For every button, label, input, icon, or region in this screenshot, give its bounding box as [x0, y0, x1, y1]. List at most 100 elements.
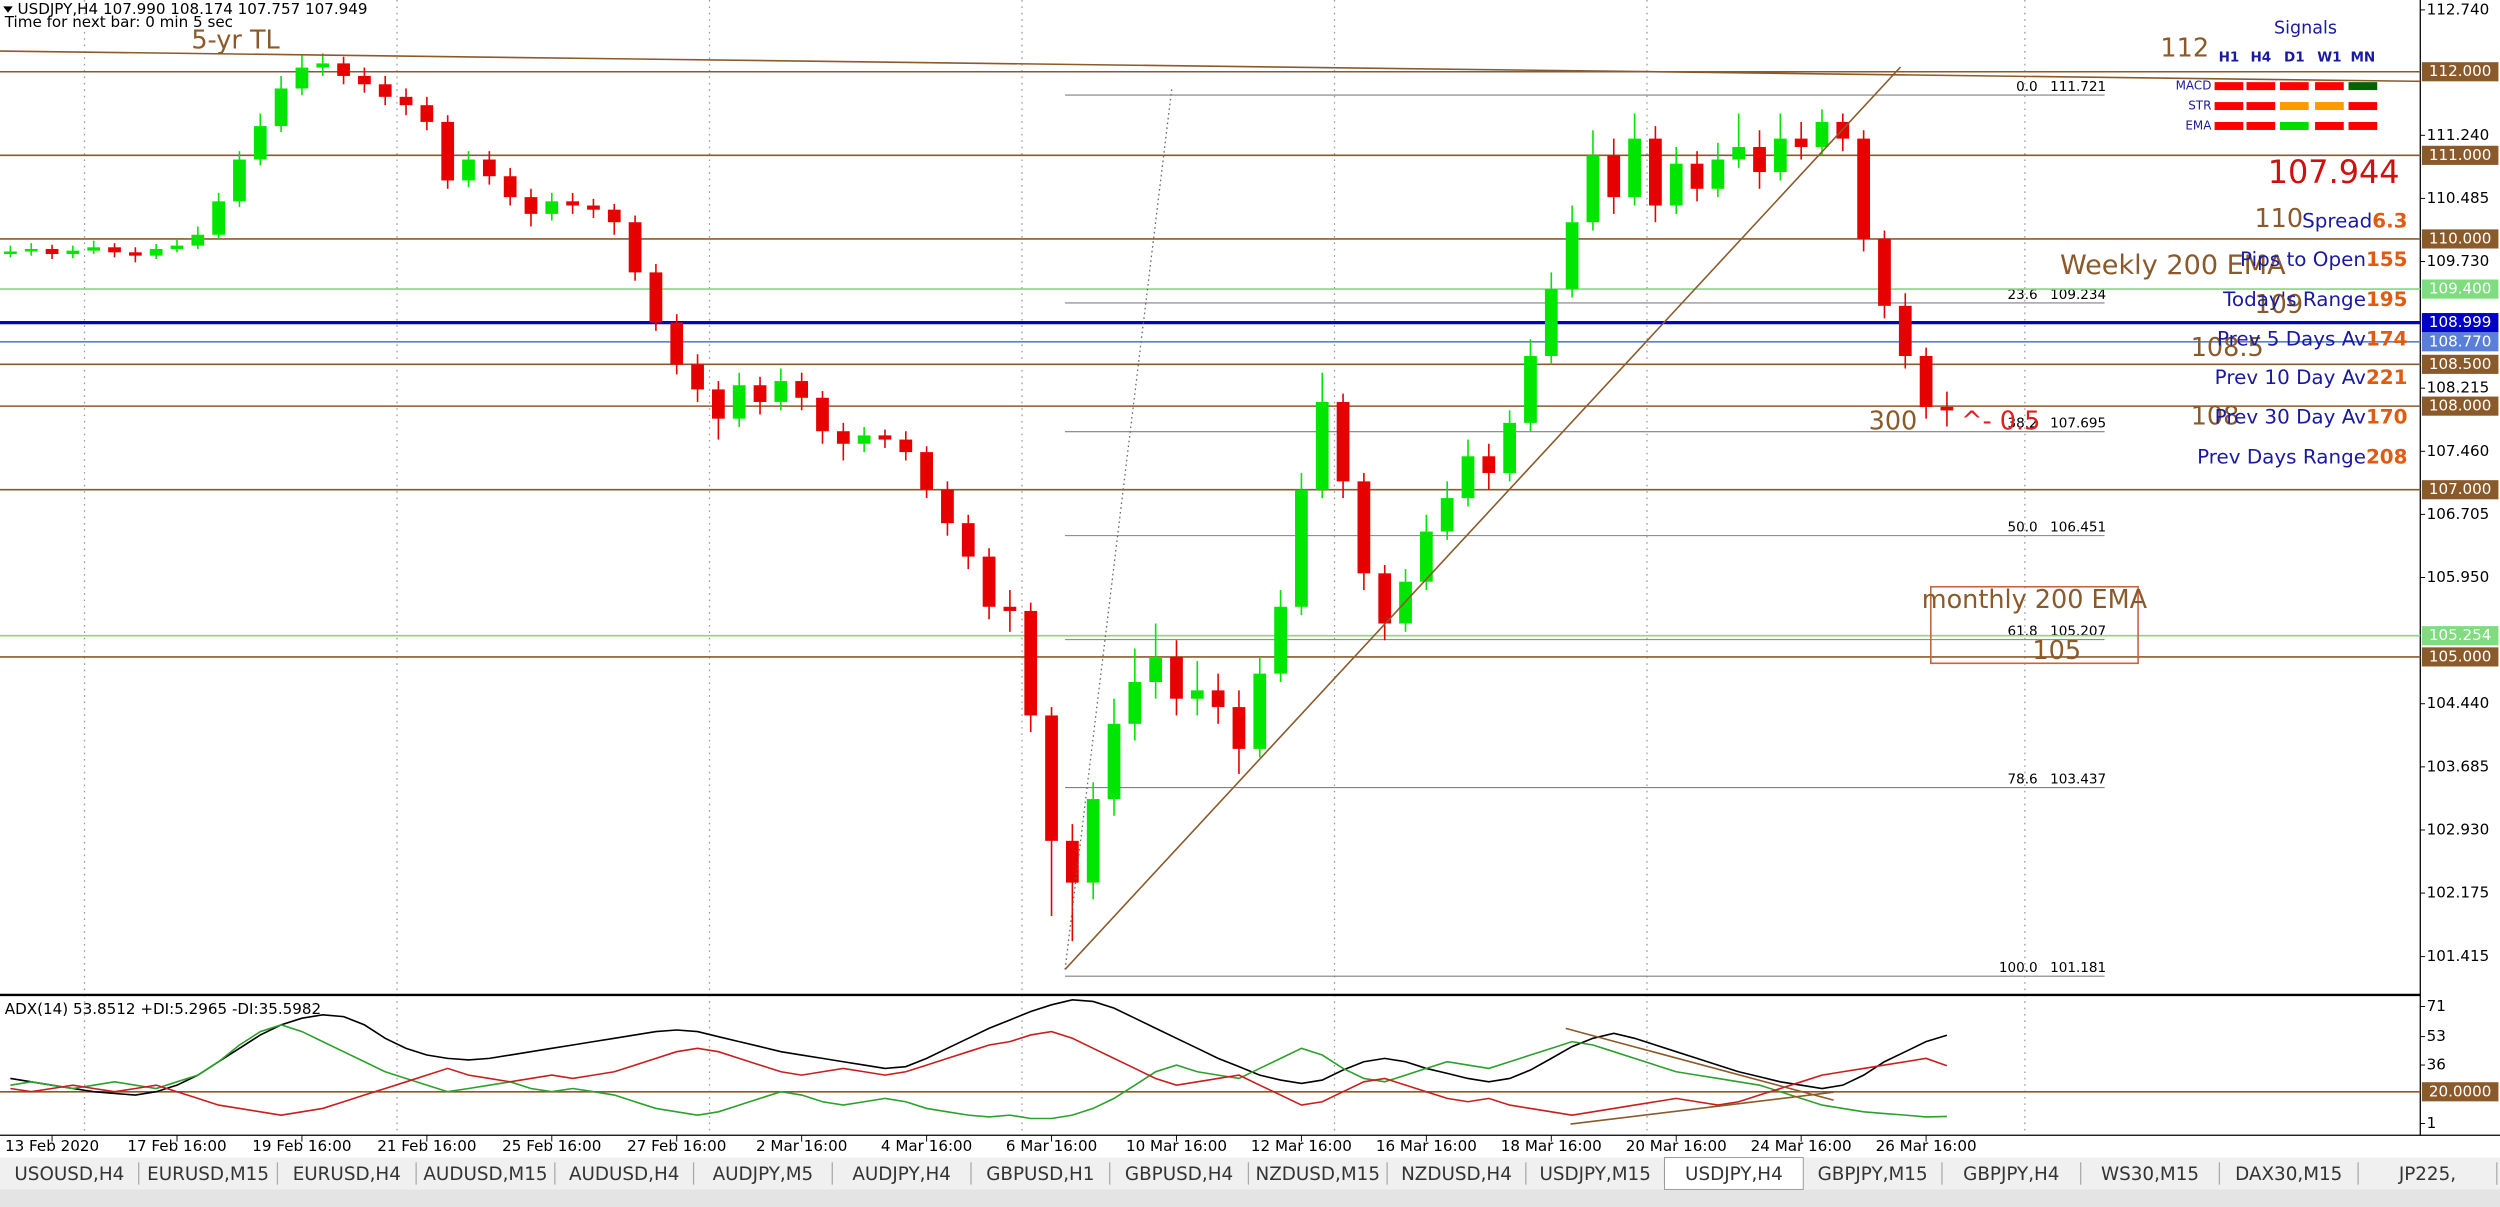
x-tick-label: 17 Feb 16:00	[127, 1137, 226, 1155]
candle-body	[1128, 682, 1142, 724]
tab[interactable]: USOUSD,H4	[14, 1164, 124, 1185]
candle-body	[1753, 146, 1766, 173]
x-tick-label: 13 Feb 2020	[5, 1137, 99, 1155]
candle-body	[170, 245, 184, 249]
signals-title: Signals	[2274, 19, 2337, 39]
candle-body	[503, 176, 517, 198]
level-box	[2421, 396, 2499, 416]
level-box	[2421, 647, 2499, 667]
candle-body	[941, 489, 954, 524]
candle-body	[1315, 401, 1329, 490]
candle-body	[337, 63, 350, 76]
active-tab[interactable]	[1664, 1157, 1804, 1190]
level-label: 109.400	[2429, 280, 2492, 298]
tab[interactable]: NZDUSD,M15	[1256, 1164, 1381, 1185]
status-bar	[0, 1189, 2500, 1207]
y-tick-label: 104.440	[2427, 694, 2490, 712]
tab[interactable]: DAX30,M15	[2235, 1164, 2342, 1185]
level-label: 108.500	[2429, 355, 2492, 373]
candle-body	[1170, 656, 1183, 699]
stat: Pips to Open155	[2240, 247, 2407, 270]
chart-subtitle: Time for next bar: 0 min 5 sec	[4, 13, 233, 31]
candle-body	[66, 250, 80, 254]
candle-body	[358, 75, 371, 85]
level-label: 107.000	[2429, 480, 2492, 498]
candle-body	[1274, 606, 1287, 674]
x-tick-label: 18 Mar 16:00	[1501, 1137, 1602, 1155]
tab[interactable]: AUDJPY,M5	[713, 1164, 814, 1185]
candle-body	[732, 385, 746, 419]
level-label: 108.770	[2429, 332, 2492, 350]
tab[interactable]: AUDUSD,H4	[569, 1164, 680, 1185]
tab[interactable]: JP225,	[2398, 1164, 2456, 1185]
y-tick-label: 109.730	[2427, 252, 2490, 270]
candle-body	[1086, 799, 1100, 883]
signal-cell	[2348, 82, 2378, 91]
fib-price: 109.234	[2050, 287, 2106, 303]
indicator-title: ADX(14) 53.8512 +DI:5.2965 -DI:35.5982	[5, 1000, 321, 1018]
tab[interactable]: AUDUSD,M15	[423, 1164, 547, 1185]
candle-body	[24, 248, 38, 252]
x-tick-label: 19 Feb 16:00	[252, 1137, 351, 1155]
annotation: 110	[2254, 204, 2303, 234]
stat: Prev 5 Days Av174	[2217, 327, 2408, 350]
tab[interactable]: USDJPY,H4	[1685, 1164, 1783, 1185]
candle-body	[274, 88, 288, 127]
candle-body	[920, 452, 933, 490]
candle-body	[212, 201, 226, 235]
fib-ratio: 50.0	[2007, 520, 2037, 536]
candle-body	[587, 205, 600, 210]
candle-body	[1628, 138, 1641, 198]
candle-body	[524, 197, 538, 214]
level-box	[2421, 313, 2499, 333]
candle-body	[1732, 146, 1746, 160]
level-label: 112.000	[2429, 62, 2492, 80]
x-tick-label: 27 Feb 16:00	[627, 1137, 726, 1155]
annotation: Weekly 200 EMA	[2060, 250, 2286, 281]
annotation: 300	[1869, 407, 1918, 437]
candle-body	[1440, 498, 1454, 532]
candle-body	[1815, 121, 1829, 147]
candle-body	[795, 381, 809, 398]
level-box	[2421, 62, 2499, 82]
tab[interactable]: EURUSD,H4	[293, 1164, 401, 1185]
level-box	[2421, 480, 2499, 500]
tab[interactable]: NZDUSD,H4	[1401, 1164, 1512, 1185]
x-tick-label: 16 Mar 16:00	[1376, 1137, 1477, 1155]
candle-body	[1607, 155, 1621, 198]
y-tick-label: 110.485	[2427, 189, 2490, 207]
plot-area: 112.740 111.240 110.485 109.730 108.215 107.4…	[0, 0, 2500, 1155]
tab[interactable]: AUDJPY,H4	[852, 1164, 951, 1185]
fib-price: 111.721	[2050, 79, 2106, 95]
candle-body	[1711, 159, 1725, 189]
tab[interactable]: GBPUSD,H1	[986, 1164, 1094, 1185]
signal-cell	[2348, 102, 2378, 111]
candle-body	[1857, 138, 1871, 239]
y-tick-label: 105.950	[2427, 568, 2490, 586]
tab[interactable]: WS30,M15	[2101, 1164, 2199, 1185]
candle-body	[982, 556, 996, 607]
candle-body	[1794, 138, 1808, 147]
candle-body	[1586, 155, 1600, 223]
annotation: 109	[2254, 290, 2303, 320]
candle-body	[1898, 305, 1912, 356]
fib-ratio: 78.6	[2007, 772, 2037, 788]
signal-cell	[2214, 82, 2244, 91]
stat-label: Prev Days Range	[2197, 445, 2366, 468]
fib-ratio: 23.6	[2007, 287, 2037, 303]
tab[interactable]: EURUSD,M15	[147, 1164, 269, 1185]
stat-value: 208	[2366, 445, 2408, 468]
indicator-level-box	[2421, 1082, 2499, 1102]
stat: Prev 30 Day Av170	[2215, 405, 2408, 428]
tab[interactable]: GBPUSD,H4	[1125, 1164, 1233, 1185]
candle-body	[1649, 138, 1662, 206]
signal-column: D1	[2284, 49, 2305, 65]
level-label: 108.999	[2429, 313, 2492, 331]
tab[interactable]: USDJPY,M15	[1539, 1164, 1650, 1185]
tab[interactable]: GBPJPY,M15	[1818, 1164, 1928, 1185]
annotation: 108.5	[2191, 333, 2264, 363]
tab[interactable]: GBPJPY,H4	[1963, 1164, 2059, 1185]
candle-body	[191, 234, 205, 246]
y-tick-label: 112.740	[2427, 0, 2490, 18]
level-label: 110.000	[2429, 229, 2492, 247]
